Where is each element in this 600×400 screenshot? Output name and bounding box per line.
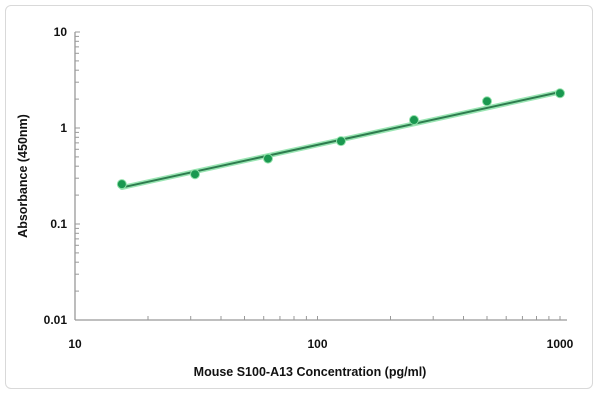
y-tick-label: 10 — [54, 25, 68, 39]
y-tick-label: 0.1 — [50, 217, 67, 231]
x-tick-label: 100 — [307, 337, 327, 351]
data-point — [190, 169, 201, 180]
data-point — [116, 179, 127, 190]
chart-frame — [5, 5, 593, 389]
x-tick-label: 10 — [68, 337, 82, 351]
y-tick-label: 0.01 — [44, 313, 68, 327]
data-point — [555, 88, 565, 99]
data-point — [336, 136, 347, 147]
data-point — [263, 153, 274, 164]
x-axis-label: Mouse S100-A13 Concentration (pg/ml) — [194, 365, 427, 379]
x-tick-label: 1000 — [547, 337, 574, 351]
data-point — [409, 115, 420, 126]
data-point — [482, 96, 493, 107]
y-tick-label: 1 — [60, 121, 67, 135]
y-axis-label: Absorbance (450nm) — [16, 114, 30, 238]
